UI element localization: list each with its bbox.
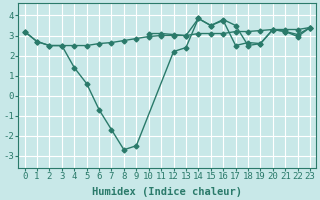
X-axis label: Humidex (Indice chaleur): Humidex (Indice chaleur)	[92, 186, 242, 197]
